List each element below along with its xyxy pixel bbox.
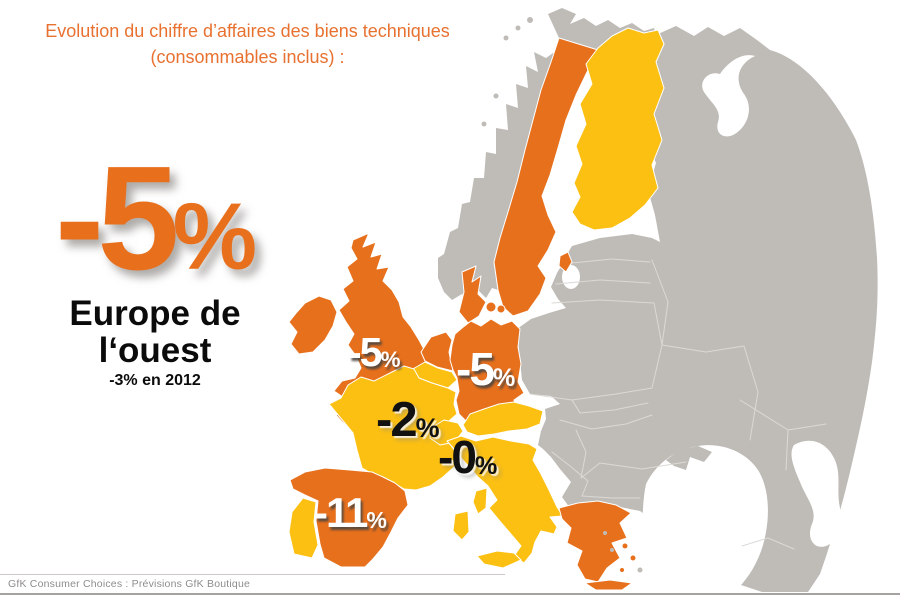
label-espagne-percent: %: [366, 507, 387, 533]
label-italie: -0%: [438, 431, 497, 483]
western-europe-label: Europe de l‘ouest: [25, 295, 285, 369]
western-europe-label-line2: l‘ouest: [98, 331, 212, 370]
label-espagne-value: -11: [314, 489, 368, 536]
label-italie-value: -0: [438, 431, 477, 483]
slide-title-line2: (consommables inclus) :: [150, 47, 345, 67]
label-france-value: -2: [376, 393, 418, 447]
country-norvege: [438, 8, 658, 300]
label-royaume-uni-percent: %: [380, 347, 400, 372]
country-espagne: [289, 467, 409, 568]
western-europe-label-line1: Europe de: [69, 294, 241, 333]
island-sicile: [476, 550, 522, 569]
norwegian-islands: [481, 17, 533, 127]
country-danemark: [458, 265, 487, 324]
island-corse: [472, 487, 488, 515]
footer-source: GfK Consumer Choices : Prévisions GfK Bo…: [8, 578, 251, 590]
label-royaume-uni: -5%: [348, 329, 401, 375]
bottom-border: [0, 593, 900, 595]
slide-title: Evolution du chiffre d’affaires des bien…: [5, 18, 490, 70]
western-europe-number: -5: [54, 136, 180, 301]
black-sea: [642, 445, 768, 600]
internal-borders: [529, 258, 827, 550]
country-grece: [558, 500, 632, 583]
region-eastern-europe: [517, 26, 878, 592]
label-france-percent: %: [415, 413, 440, 443]
country-portugal: [288, 497, 319, 559]
crimea: [666, 446, 712, 470]
country-finlande: [571, 27, 665, 231]
label-allemagne-percent: %: [492, 364, 515, 392]
sea-of-marmara: [668, 551, 686, 561]
caspian-sea: [791, 440, 842, 547]
country-suede: [493, 37, 599, 317]
slide-title-line1: Evolution du chiffre d’affaires des bien…: [45, 21, 450, 41]
country-france: [328, 365, 463, 491]
island-crete: [584, 579, 633, 591]
western-europe-value: -5%: [25, 145, 285, 311]
western-europe-percent-sign: %: [172, 184, 257, 290]
country-autriche: [462, 401, 544, 437]
danish-island: [485, 301, 497, 313]
danish-island: [496, 304, 506, 314]
country-italie: [446, 435, 564, 564]
footer-hairline: [0, 574, 505, 575]
country-irlande: [288, 295, 338, 355]
label-italie-percent: %: [474, 452, 497, 480]
label-espagne: -11%: [314, 489, 387, 536]
white-sea: [702, 55, 755, 137]
label-royaume-uni-value: -5: [348, 329, 382, 375]
aegean-islands: [603, 531, 643, 573]
label-france: -2%: [376, 393, 440, 447]
label-allemagne-value: -5: [456, 343, 495, 395]
label-allemagne: -5%: [456, 343, 515, 395]
island-gotland: [558, 251, 573, 273]
island-sardaigne: [452, 510, 470, 541]
western-europe-note: -3% en 2012: [109, 372, 201, 389]
